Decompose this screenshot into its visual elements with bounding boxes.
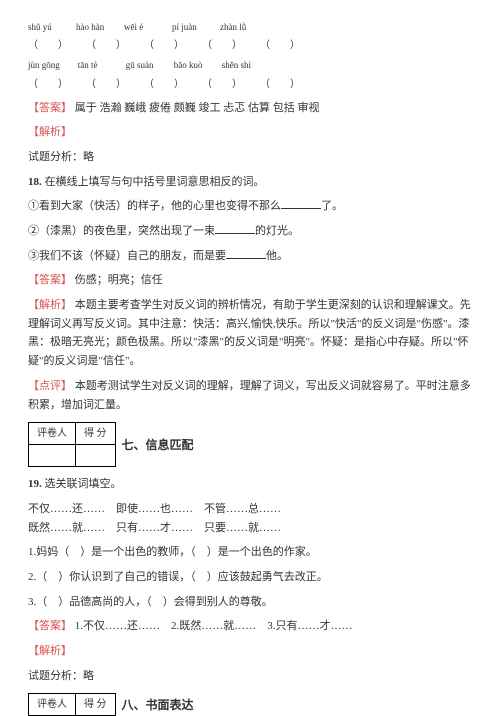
grade-header: 评卷人 bbox=[29, 423, 76, 445]
comment-text: 本题考测试学生对反义词的理解，理解了词义，写出反义词就容易了。平时注意多积累，增… bbox=[28, 380, 471, 411]
pinyin: gū suàn bbox=[126, 58, 156, 73]
paren: （ ） bbox=[86, 37, 126, 54]
stem-text: 在横线上填写与句中括号里词意思相反的词。 bbox=[45, 176, 265, 188]
paren: （ ） bbox=[28, 37, 68, 54]
pinyin: hào hàn bbox=[76, 20, 106, 35]
q18-comment: 【点评】 本题考测试学生对反义词的理解，理解了词义，写出反义词就容易了。平时注意… bbox=[28, 377, 472, 414]
grade-header: 得 分 bbox=[76, 423, 116, 445]
grade-header: 得 分 bbox=[76, 694, 116, 716]
paren: （ ） bbox=[202, 37, 242, 54]
section-8: 评卷人得 分 八、书面表达 bbox=[28, 693, 472, 716]
pinyin: zhàn lǜ bbox=[220, 20, 250, 35]
pinyin: jùn gōng bbox=[28, 58, 60, 73]
q17-answer: 【答案】 属于 浩瀚 巍峨 疲倦 颇巍 竣工 忐忑 估算 包括 审视 bbox=[28, 99, 472, 118]
pinyin: shǔ yú bbox=[28, 20, 58, 35]
pinyin: shěn shì bbox=[222, 58, 252, 73]
paren: （ ） bbox=[144, 37, 184, 54]
answer-label: 【答案】 bbox=[28, 102, 72, 114]
stem-text: 选关联词填空。 bbox=[45, 478, 122, 490]
item-text: ③我们不该（怀疑）自己的朋友，而是要 bbox=[28, 250, 226, 262]
section-7: 评卷人得 分 七、信息匹配 bbox=[28, 422, 472, 467]
q18-item2: ②（漆黑）的夜色里，突然出现了一束 的灯光。 bbox=[28, 222, 472, 241]
q19-stem: 19. 选关联词填空。 bbox=[28, 475, 472, 494]
pinyin: tān tè bbox=[78, 58, 108, 73]
section-title: 七、信息匹配 bbox=[122, 435, 194, 455]
q18-item3: ③我们不该（怀疑）自己的朋友，而是要 他。 bbox=[28, 247, 472, 266]
pinyin-row-1: shǔ yú hào hàn wēi é pí juàn zhàn lǜ bbox=[28, 20, 472, 35]
paren: （ ） bbox=[86, 76, 126, 93]
grade-table: 评卷人得 分 bbox=[28, 693, 116, 716]
q19-item1: 1.妈妈（ ）是一个出色的教师，（ ）是一个出色的作家。 bbox=[28, 543, 472, 562]
blank bbox=[226, 247, 266, 259]
pinyin: bāo kuò bbox=[174, 58, 204, 73]
paren: （ ） bbox=[260, 76, 300, 93]
section-title: 八、书面表达 bbox=[122, 695, 194, 715]
q17-analysis-label: 【解析】 bbox=[28, 123, 472, 142]
pinyin-row-2: jùn gōng tān tè gū suàn bāo kuò shěn shì bbox=[28, 58, 472, 73]
answer-label: 【答案】 bbox=[28, 274, 72, 286]
item-text: ②（漆黑）的夜色里，突然出现了一束 bbox=[28, 225, 215, 237]
q19-analysis-label: 【解析】 bbox=[28, 642, 472, 661]
q18-answer: 【答案】 伤感；明亮；信任 bbox=[28, 271, 472, 290]
q19-item2: 2.（ ）你认识到了自己的错误，（ ）应该鼓起勇气去改正。 bbox=[28, 568, 472, 587]
blank bbox=[215, 222, 255, 234]
question-number: 19. bbox=[28, 478, 42, 490]
item-text: 了。 bbox=[321, 200, 343, 212]
grade-cell bbox=[29, 445, 76, 467]
answer-label: 【答案】 bbox=[28, 620, 72, 632]
q19-options: 不仅……还…… 即使……也…… 不管……总…… 既然……就…… 只有……才…… … bbox=[28, 500, 472, 537]
q17-analysis-text: 试题分析：略 bbox=[28, 148, 472, 167]
q18-analysis: 【解析】 本题主要考查学生对反义词的辨析情况，有助于学生更深刻的认识和理解课文。… bbox=[28, 296, 472, 371]
answer-text: 伤感；明亮；信任 bbox=[75, 274, 163, 286]
grade-cell bbox=[76, 445, 116, 467]
answer-text: 1.不仅……还…… 2.既然……就…… 3.只有……才…… bbox=[75, 620, 353, 632]
analysis-text: 本题主要考查学生对反义词的辨析情况，有助于学生更深刻的认识和理解课文。先理解词义… bbox=[28, 299, 471, 367]
item-text: 的灯光。 bbox=[255, 225, 299, 237]
pinyin: wēi é bbox=[124, 20, 154, 35]
item-text: ①看到大家（快活）的样子，他的心里也变得不那么 bbox=[28, 200, 281, 212]
analysis-label: 【解析】 bbox=[28, 299, 72, 311]
paren: （ ） bbox=[202, 76, 242, 93]
paren: （ ） bbox=[28, 76, 68, 93]
blank bbox=[281, 197, 321, 209]
paren: （ ） bbox=[144, 76, 184, 93]
grade-header: 评卷人 bbox=[29, 694, 76, 716]
question-number: 18. bbox=[28, 176, 42, 188]
item-text: 他。 bbox=[266, 250, 288, 262]
paren-row-1: （ ） （ ） （ ） （ ） （ ） bbox=[28, 37, 472, 54]
comment-label: 【点评】 bbox=[28, 380, 72, 392]
q18-stem: 18. 在横线上填写与句中括号里词意思相反的词。 bbox=[28, 173, 472, 192]
q18-item1: ①看到大家（快活）的样子，他的心里也变得不那么 了。 bbox=[28, 197, 472, 216]
q19-item3: 3.（ ）品德高尚的人，（ ）会得到别人的尊敬。 bbox=[28, 593, 472, 612]
pinyin: pí juàn bbox=[172, 20, 202, 35]
grade-table: 评卷人得 分 bbox=[28, 422, 116, 467]
paren-row-2: （ ） （ ） （ ） （ ） （ ） bbox=[28, 76, 472, 93]
answer-text: 属于 浩瀚 巍峨 疲倦 颇巍 竣工 忐忑 估算 包括 审视 bbox=[75, 102, 320, 114]
q19-analysis-text: 试题分析：略 bbox=[28, 667, 472, 686]
q19-answer: 【答案】 1.不仅……还…… 2.既然……就…… 3.只有……才…… bbox=[28, 617, 472, 636]
paren: （ ） bbox=[260, 37, 300, 54]
